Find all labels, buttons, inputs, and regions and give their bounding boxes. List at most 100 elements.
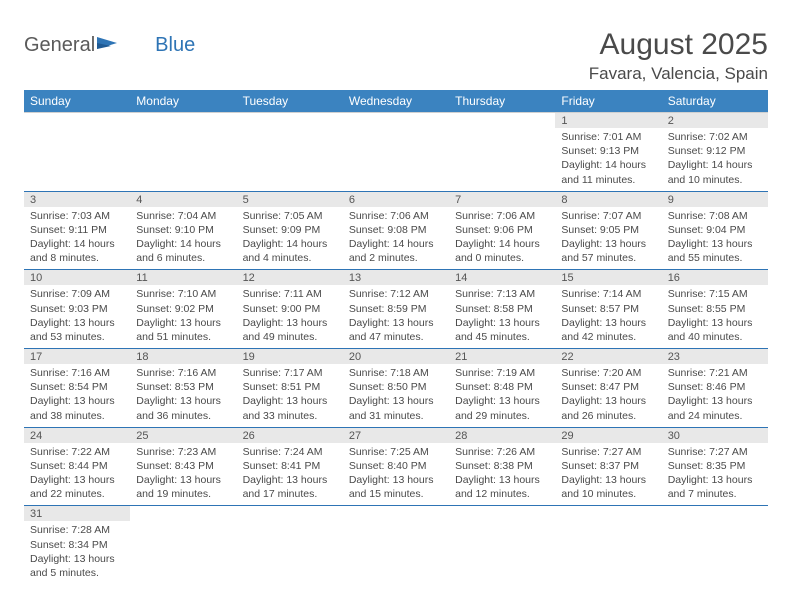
day-number-cell: 30 [662, 427, 768, 443]
sunset-text: Sunset: 9:10 PM [136, 223, 230, 237]
sunrise-text: Sunrise: 7:14 AM [561, 287, 655, 301]
day-content-cell: Sunrise: 7:16 AMSunset: 8:54 PMDaylight:… [24, 364, 130, 427]
daylight-text: Daylight: 13 hours [243, 473, 337, 487]
day-number-cell: 19 [237, 349, 343, 365]
daylight-text: Daylight: 13 hours [30, 473, 124, 487]
sunset-text: Sunset: 8:34 PM [30, 538, 124, 552]
day-content-cell: Sunrise: 7:25 AMSunset: 8:40 PMDaylight:… [343, 443, 449, 506]
day-number-cell [24, 113, 130, 129]
day-number-cell: 29 [555, 427, 661, 443]
page-header: General Blue August 2025 Favara, Valenci… [24, 28, 768, 84]
sunset-text: Sunset: 8:54 PM [30, 380, 124, 394]
daylight-text: and 7 minutes. [668, 487, 762, 501]
daylight-text: Daylight: 14 hours [243, 237, 337, 251]
daylight-text: and 33 minutes. [243, 409, 337, 423]
daylight-text: and 17 minutes. [243, 487, 337, 501]
day-number-cell [130, 113, 236, 129]
sunrise-text: Sunrise: 7:16 AM [136, 366, 230, 380]
day-content-cell: Sunrise: 7:10 AMSunset: 9:02 PMDaylight:… [130, 285, 236, 348]
sunrise-text: Sunrise: 7:19 AM [455, 366, 549, 380]
day-number-cell: 7 [449, 191, 555, 207]
sunset-text: Sunset: 9:09 PM [243, 223, 337, 237]
daylight-text: Daylight: 14 hours [455, 237, 549, 251]
sunrise-text: Sunrise: 7:03 AM [30, 209, 124, 223]
day-number-cell: 2 [662, 113, 768, 129]
content-row: Sunrise: 7:09 AMSunset: 9:03 PMDaylight:… [24, 285, 768, 348]
daylight-text: Daylight: 13 hours [243, 394, 337, 408]
daylight-text: and 29 minutes. [455, 409, 549, 423]
daylight-text: and 10 minutes. [561, 487, 655, 501]
sunset-text: Sunset: 8:51 PM [243, 380, 337, 394]
daylight-text: and 12 minutes. [455, 487, 549, 501]
sunset-text: Sunset: 8:59 PM [349, 302, 443, 316]
sunrise-text: Sunrise: 7:07 AM [561, 209, 655, 223]
weekday-header: Monday [130, 90, 236, 113]
content-row: Sunrise: 7:16 AM Sunset: 8:54 PM Daylight:… [24, 364, 768, 427]
sunset-text: Sunset: 8:46 PM [668, 380, 762, 394]
weekday-header: Friday [555, 90, 661, 113]
day-number-cell: 17 [24, 349, 130, 365]
sunrise-text: Sunrise: 7:13 AM [455, 287, 549, 301]
sunrise-text: Sunrise: 7:24 AM [243, 445, 337, 459]
day-content-cell: Sunrise: 7:28 AMSunset: 8:34 PMDaylight:… [24, 521, 130, 584]
daynum-row: 31 [24, 506, 768, 522]
sunrise-text: Sunrise: 7:28 AM [30, 523, 124, 537]
day-number-cell: 3 [24, 191, 130, 207]
daylight-text: and 10 minutes. [668, 173, 762, 187]
day-content-cell: Sunrise: 7:14 AMSunset: 8:57 PMDaylight:… [555, 285, 661, 348]
daylight-text: and 40 minutes. [668, 330, 762, 344]
location-label: Favara, Valencia, Spain [589, 64, 768, 84]
calendar-table: Sunday Monday Tuesday Wednesday Thursday… [24, 90, 768, 584]
flag-icon [97, 35, 119, 56]
day-content-cell: Sunrise: 7:09 AMSunset: 9:03 PMDaylight:… [24, 285, 130, 348]
day-content-cell [449, 521, 555, 584]
sunset-text: Sunset: 9:13 PM [561, 144, 655, 158]
daylight-text: and 15 minutes. [349, 487, 443, 501]
daylight-text: Daylight: 14 hours [30, 237, 124, 251]
day-number-cell [662, 506, 768, 522]
daylight-text: and 53 minutes. [30, 330, 124, 344]
weekday-header: Tuesday [237, 90, 343, 113]
sunset-text: Sunset: 8:38 PM [455, 459, 549, 473]
weekday-header: Sunday [24, 90, 130, 113]
sunset-text: Sunset: 9:00 PM [243, 302, 337, 316]
daylight-text: Daylight: 14 hours [668, 158, 762, 172]
brand-part2: Blue [155, 34, 195, 57]
day-content-cell: Sunrise: 7:06 AMSunset: 9:06 PMDaylight:… [449, 207, 555, 270]
daylight-text: and 49 minutes. [243, 330, 337, 344]
sunset-text: Sunset: 9:03 PM [30, 302, 124, 316]
daylight-text: and 51 minutes. [136, 330, 230, 344]
day-number-cell: 24 [24, 427, 130, 443]
day-number-cell: 16 [662, 270, 768, 286]
sunset-text: Sunset: 8:37 PM [561, 459, 655, 473]
sunrise-text: Sunrise: 7:09 AM [30, 287, 124, 301]
day-number-cell: 4 [130, 191, 236, 207]
sunrise-text: Sunrise: 7:08 AM [668, 209, 762, 223]
day-content-cell: Sunrise: 7:07 AMSunset: 9:05 PMDaylight:… [555, 207, 661, 270]
day-content-cell: Sunrise: 7:16 AMSunset: 8:53 PMDaylight:… [130, 364, 236, 427]
daynum-row: 3456789 [24, 191, 768, 207]
sunset-text: Sunset: 8:41 PM [243, 459, 337, 473]
daylight-text: and 19 minutes. [136, 487, 230, 501]
day-content-cell: Sunrise: 7:13 AMSunset: 8:58 PMDaylight:… [449, 285, 555, 348]
sunrise-text: Sunrise: 7:02 AM [668, 130, 762, 144]
day-number-cell: 23 [662, 349, 768, 365]
day-number-cell: 12 [237, 270, 343, 286]
sunset-text: Sunset: 8:55 PM [668, 302, 762, 316]
daylight-text: Daylight: 13 hours [455, 394, 549, 408]
daylight-text: Daylight: 13 hours [349, 473, 443, 487]
day-content-cell: Sunrise: 7:23 AMSunset: 8:43 PMDaylight:… [130, 443, 236, 506]
sunrise-text: Sunrise: 7:11 AM [243, 287, 337, 301]
day-content-cell: Sunrise: 7:18 AMSunset: 8:50 PMDaylight:… [343, 364, 449, 427]
daylight-text: and 8 minutes. [30, 251, 124, 265]
day-number-cell: 14 [449, 270, 555, 286]
sunset-text: Sunset: 8:47 PM [561, 380, 655, 394]
sunset-text: Sunset: 9:02 PM [136, 302, 230, 316]
sunrise-text: Sunrise: 7:05 AM [243, 209, 337, 223]
content-row: Sunrise: 7:03 AMSunset: 9:11 PMDaylight:… [24, 207, 768, 270]
day-content-cell: Sunrise: 7:26 AMSunset: 8:38 PMDaylight:… [449, 443, 555, 506]
sunrise-text: Sunrise: 7:21 AM [668, 366, 762, 380]
day-number-cell: 20 [343, 349, 449, 365]
daylight-text: Daylight: 14 hours [136, 237, 230, 251]
sunset-text: Sunset: 9:08 PM [349, 223, 443, 237]
